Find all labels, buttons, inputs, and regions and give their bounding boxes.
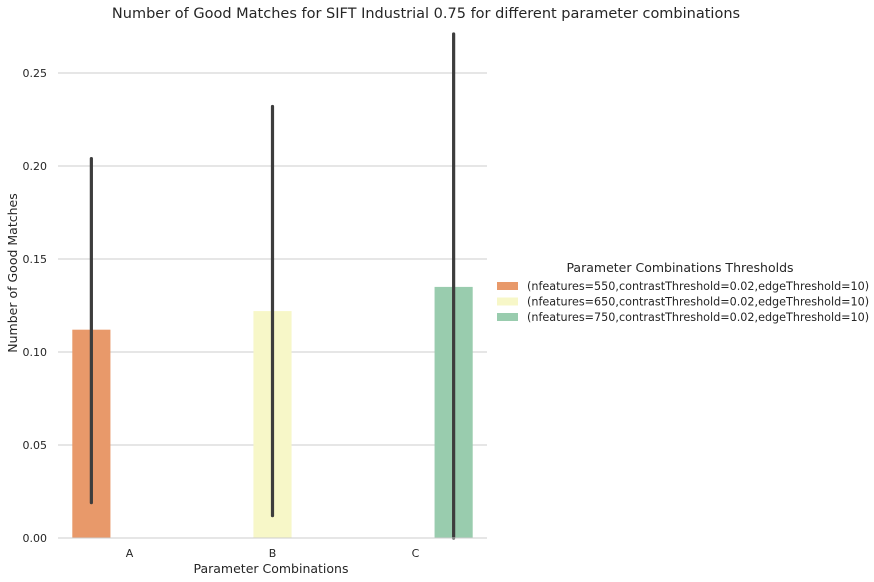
y-tick-label: 0.10 — [23, 346, 48, 359]
legend-entry-label: (nfeatures=550,contrastThreshold=0.02,ed… — [527, 280, 869, 293]
x-tick-label: B — [269, 547, 277, 560]
legend-swatch — [497, 297, 518, 306]
legend-entry-label: (nfeatures=750,contrastThreshold=0.02,ed… — [527, 311, 869, 324]
x-tick-label: A — [126, 547, 134, 560]
y-tick-label: 0.05 — [23, 439, 48, 452]
error-bars — [89, 32, 456, 540]
x-tick-labels: A B C — [126, 547, 420, 560]
y-axis-label: Number of Good Matches — [5, 193, 20, 352]
y-tick-label: 0.20 — [23, 160, 48, 173]
legend-swatch — [497, 313, 518, 321]
y-tick-labels: 0.00 0.05 0.10 0.15 0.20 0.25 — [23, 67, 48, 545]
legend-title: Parameter Combinations Thresholds — [566, 260, 793, 275]
y-tick-label: 0.25 — [23, 67, 48, 80]
y-tick-label: 0.00 — [23, 532, 48, 545]
chart-title: Number of Good Matches for SIFT Industri… — [112, 6, 740, 22]
x-axis-label: Parameter Combinations — [193, 561, 348, 576]
y-tick-label: 0.15 — [23, 253, 48, 266]
legend: Parameter Combinations Thresholds (nfeat… — [497, 260, 869, 324]
legend-swatch — [497, 282, 518, 290]
legend-entry-label: (nfeatures=650,contrastThreshold=0.02,ed… — [527, 296, 869, 309]
x-tick-label: C — [412, 547, 420, 560]
